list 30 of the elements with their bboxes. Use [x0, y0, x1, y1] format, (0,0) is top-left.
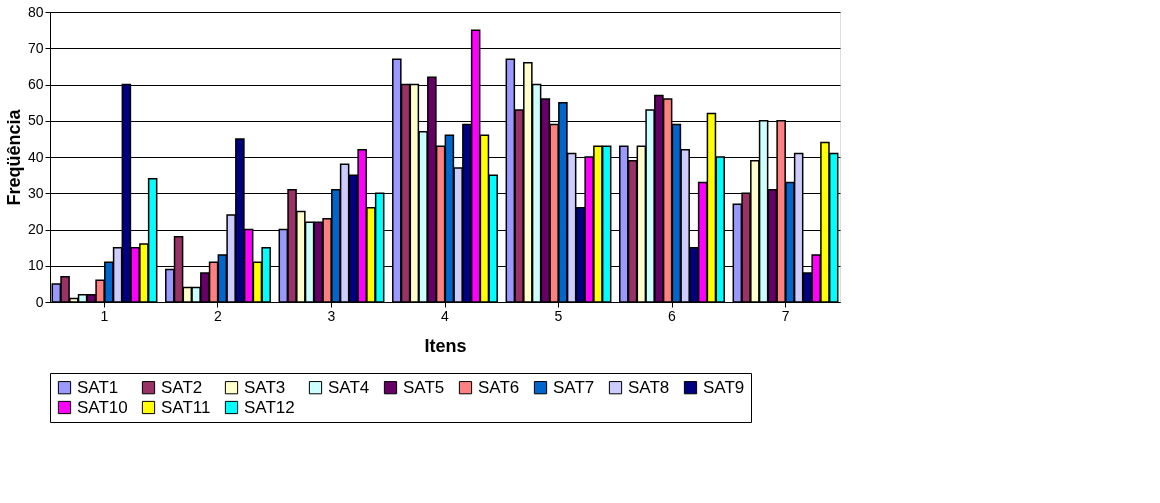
legend-label: SAT5 [403, 377, 445, 397]
y-tick-label: 40 [27, 148, 44, 165]
legend-label: SAT4 [328, 377, 370, 397]
x-axis-title: Itens [424, 335, 467, 356]
x-tick-label: 5 [554, 307, 563, 324]
legend-label: SAT7 [553, 377, 595, 397]
legend-label: SAT2 [161, 377, 203, 397]
y-tick-label: 50 [27, 112, 44, 129]
legend-label: SAT12 [244, 397, 295, 417]
y-tick-label: 60 [27, 76, 44, 92]
legend-label: SAT3 [244, 377, 286, 397]
y-tick-label: 70 [27, 39, 44, 56]
y-tick-label: 20 [27, 221, 44, 237]
y-tick-label: 30 [27, 184, 44, 201]
x-tick-label: 3 [327, 307, 336, 324]
x-tick-label: 1 [100, 307, 109, 324]
x-tick-label: 6 [668, 307, 677, 324]
x-tick-label: 7 [781, 307, 790, 324]
legend-label: SAT1 [77, 377, 119, 397]
y-tick-label: 0 [35, 293, 44, 310]
legend-label: SAT9 [703, 377, 745, 397]
x-tick-label: 2 [214, 307, 223, 324]
x-tick-label: 4 [441, 307, 450, 324]
y-tick-label: 80 [27, 3, 44, 20]
y-tick-label: 10 [27, 257, 44, 274]
legend-label: SAT8 [628, 377, 670, 397]
legend-label: SAT10 [77, 397, 128, 417]
legend-label: SAT11 [161, 397, 211, 417]
legend-label: SAT6 [478, 377, 520, 397]
y-axis-title: Freqüência [3, 108, 24, 206]
